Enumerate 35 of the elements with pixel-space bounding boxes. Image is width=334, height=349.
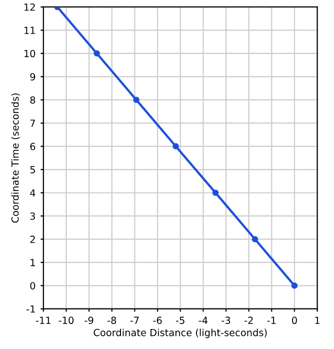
x-tick-label: -5 [176,316,184,324]
x-tick-label: 1 [315,316,320,324]
point [252,236,258,242]
x-tick-label: -3 [222,316,230,324]
y-tick-label: 9 [30,73,36,80]
point [133,96,140,103]
x-tick-label: -7 [130,316,139,324]
x-tick-label: -4 [198,316,208,324]
x-tick-label: -1 [267,316,276,324]
point [291,282,298,289]
x-tick-label: -11 [36,316,50,324]
point [172,143,179,150]
y-tick-label: 8 [30,96,36,104]
x-tick-label: -8 [108,316,116,324]
y-tick-label: 11 [24,26,35,34]
x-tick-label: -2 [244,316,253,324]
y-tick-label: 5 [30,166,35,174]
y-tick-label: 1 [30,259,35,266]
x-tick-label: -6 [153,316,162,324]
y-tick-label: 4 [30,189,36,196]
y-tick-label: 2 [30,236,35,243]
y-tick-label: -1 [26,305,35,313]
x-tick-label: 0 [292,316,297,324]
y-tick-label: 0 [30,282,36,290]
x-tick-label: -9 [84,316,94,324]
y-axis-title: Coordinate Time (seconds) [11,93,20,223]
x-axis-title: Coordinate Distance (light-seconds) [94,328,267,338]
point [212,190,219,196]
y-tick-label: 12 [24,3,35,11]
y-tick-label: 7 [30,120,35,127]
x-tick-label: -10 [58,316,74,324]
y-tick-label: 3 [30,212,35,220]
y-tick-label: 10 [24,50,36,58]
y-tick-label: 6 [30,142,36,150]
point [94,50,100,57]
